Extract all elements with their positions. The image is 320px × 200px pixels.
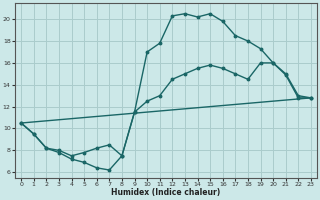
X-axis label: Humidex (Indice chaleur): Humidex (Indice chaleur)	[111, 188, 221, 197]
